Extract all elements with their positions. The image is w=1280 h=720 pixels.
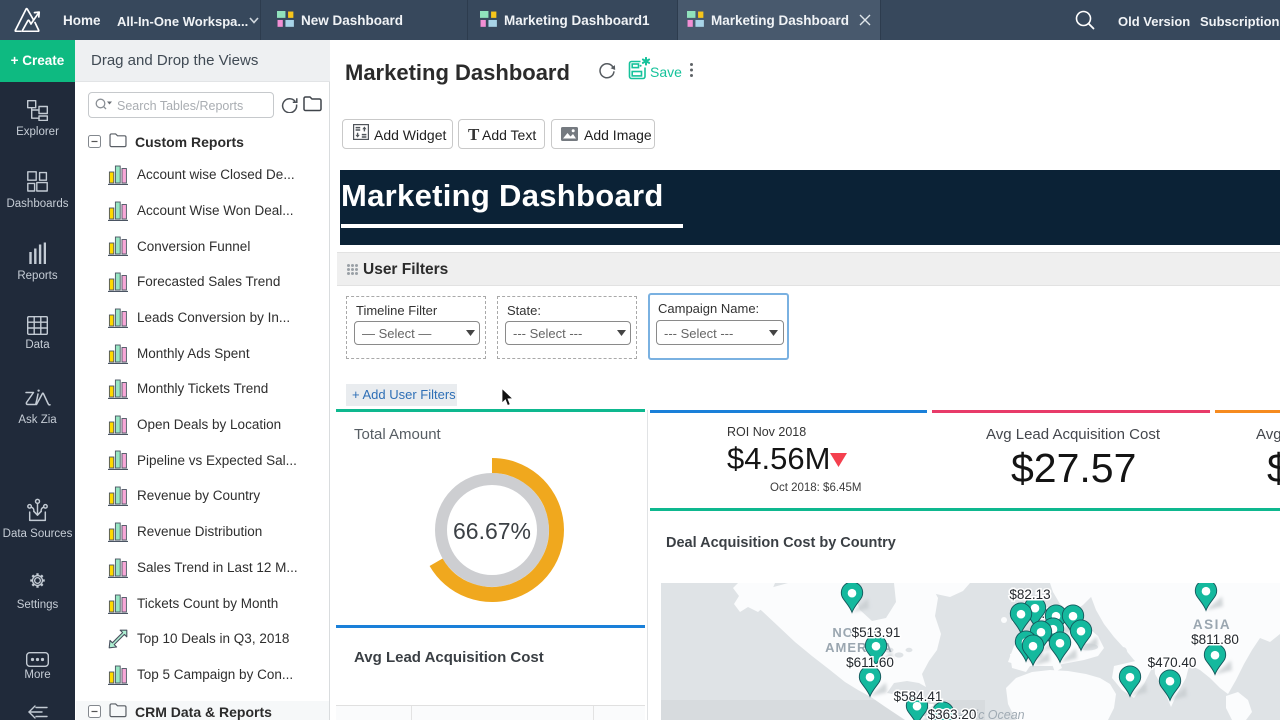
svg-text:$611.60: $611.60 <box>846 655 894 670</box>
svg-text:66.67%: 66.67% <box>453 518 531 544</box>
svg-text:ASIA: ASIA <box>1193 617 1231 632</box>
svg-text:$470.40: $470.40 <box>1148 655 1197 670</box>
svg-text:$513.91: $513.91 <box>852 625 901 640</box>
svg-text:Atlantic Ocean: Atlantic Ocean <box>942 708 1024 720</box>
svg-text:$82.13: $82.13 <box>1009 587 1050 602</box>
svg-text:$363.20: $363.20 <box>928 707 977 720</box>
svg-text:$811.80: $811.80 <box>1191 632 1239 647</box>
svg-text:$584.41: $584.41 <box>894 689 943 704</box>
